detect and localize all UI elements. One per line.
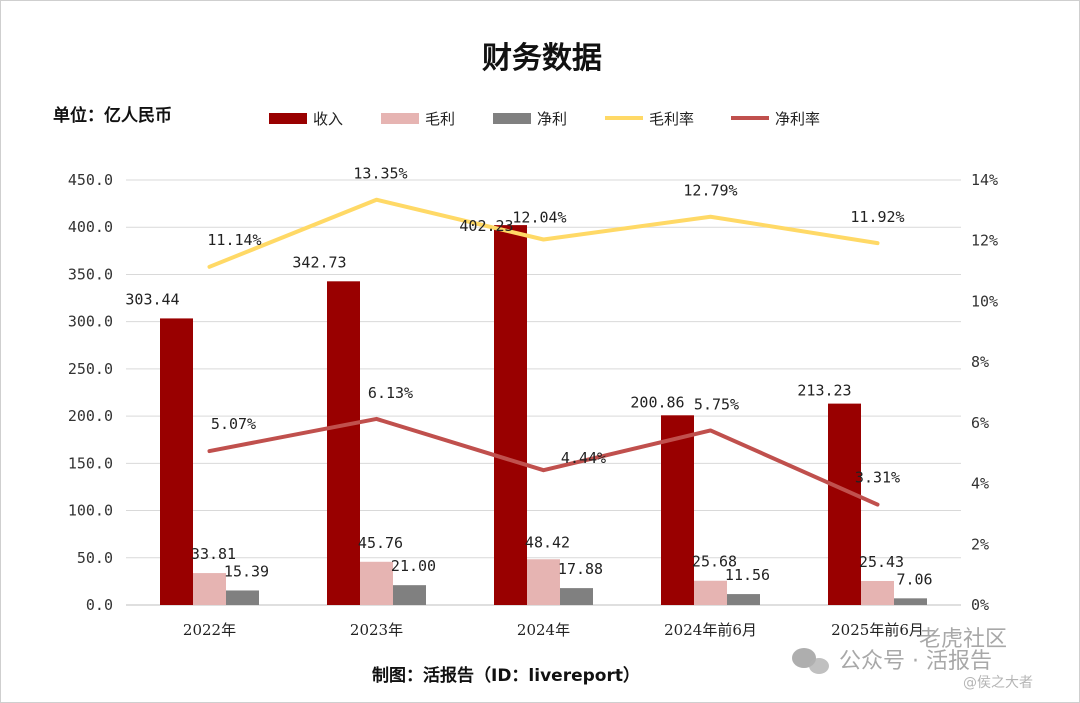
revenue-bar xyxy=(828,403,861,605)
gross-profit-bar-label: 25.68 xyxy=(692,553,737,571)
unit-label: 单位：亿人民币 xyxy=(53,105,172,126)
y2-tick-label: 14% xyxy=(971,171,998,189)
revenue-bar xyxy=(494,225,527,606)
chart-credit: 制图：活报告（ID：livereport） xyxy=(372,665,640,686)
legend-item: 净利 xyxy=(493,110,567,128)
net-margin-line-label: 5.07% xyxy=(211,415,256,433)
gross-profit-bar-label: 33.81 xyxy=(191,545,236,563)
y-tick-label: 0.0 xyxy=(86,596,113,614)
y2-tick-label: 2% xyxy=(971,535,989,553)
revenue-bar-label: 200.86 xyxy=(630,393,684,411)
wechat-icon xyxy=(792,648,829,674)
bar-series-group xyxy=(160,225,927,606)
gridlines xyxy=(126,179,961,606)
net-profit-bar-label: 7.06 xyxy=(896,570,932,588)
net-margin-line-label: 6.13% xyxy=(368,384,413,402)
line-series-group xyxy=(207,197,880,507)
legend-swatch xyxy=(381,113,419,124)
legend-label: 毛利率 xyxy=(649,110,694,128)
net-profit-bar-label: 11.56 xyxy=(725,566,770,584)
y2-tick-label: 12% xyxy=(971,232,998,250)
watermark-line1: 老虎社区 xyxy=(919,627,1007,652)
gross-profit-bar xyxy=(694,580,727,605)
net-margin-line xyxy=(207,416,880,507)
y-tick-label: 150.0 xyxy=(68,454,113,472)
watermark-line2: 公众号 · 活报告 xyxy=(839,649,992,674)
x-category-label: 2025年前6月 xyxy=(831,621,924,639)
net-margin-line-label: 5.75% xyxy=(694,395,739,413)
y-axis-right: 0% 2% 4% 6% 8% 10% 12% 14% xyxy=(971,171,998,614)
revenue-bar xyxy=(160,318,193,605)
net-margin-line-label: 4.44% xyxy=(561,449,606,467)
gross-margin-line-label: 13.35% xyxy=(353,165,407,183)
data-labels: 303.44 342.73 402.23 200.86 213.23 33.81 45.76… xyxy=(125,165,932,589)
x-category-label: 2024年 xyxy=(517,621,570,639)
revenue-bar-label: 213.23 xyxy=(797,382,851,400)
revenue-bar-label: 303.44 xyxy=(125,290,179,308)
legend-item: 净利率 xyxy=(731,110,820,128)
revenue-bar-label: 342.73 xyxy=(292,253,346,271)
watermark: 老虎社区 公众号 · 活报告 @侯之大者 xyxy=(792,627,1033,691)
x-category-label: 2024年前6月 xyxy=(664,621,757,639)
y2-tick-label: 4% xyxy=(971,475,989,493)
legend-label: 收入 xyxy=(313,110,343,128)
y2-tick-label: 8% xyxy=(971,353,989,371)
revenue-bar-label: 402.23 xyxy=(459,217,513,235)
net-profit-bar xyxy=(727,594,760,605)
gross-margin-line-label: 12.79% xyxy=(683,182,737,200)
net-profit-bar xyxy=(560,588,593,605)
y-tick-label: 400.0 xyxy=(68,218,113,236)
y-tick-label: 300.0 xyxy=(68,313,113,331)
net-profit-bar-label: 17.88 xyxy=(558,560,603,578)
legend-label: 毛利 xyxy=(425,110,455,128)
legend-swatch xyxy=(269,113,307,124)
net-profit-bar xyxy=(226,590,259,605)
x-axis: 2022年 2023年 2024年 2024年前6月 2025年前6月 xyxy=(183,621,924,639)
gross-margin-line-label: 11.92% xyxy=(850,208,904,226)
gross-margin-line-label: 11.14% xyxy=(207,231,261,249)
gross-profit-bar-label: 25.43 xyxy=(859,553,904,571)
legend-item: 毛利率 xyxy=(605,110,694,128)
y-tick-label: 50.0 xyxy=(77,549,113,567)
legend-label: 净利 xyxy=(537,110,567,128)
gross-profit-bar xyxy=(360,561,393,605)
gross-profit-bar-label: 48.42 xyxy=(525,533,570,551)
chart-title: 财务数据 xyxy=(482,41,602,76)
y2-tick-label: 0% xyxy=(971,596,989,614)
net-profit-bar xyxy=(393,585,426,605)
legend-swatch xyxy=(493,113,531,124)
gross-margin-line xyxy=(207,197,880,269)
revenue-bar xyxy=(661,415,694,605)
y-tick-label: 100.0 xyxy=(68,502,113,520)
revenue-bar xyxy=(327,281,360,605)
legend: 收入 毛利 净利 毛利率 净利率 xyxy=(269,110,820,128)
y-tick-label: 200.0 xyxy=(68,407,113,425)
gross-margin-line-label: 12.04% xyxy=(512,209,566,227)
y-tick-label: 250.0 xyxy=(68,360,113,378)
legend-item: 毛利 xyxy=(381,110,455,128)
net-profit-bar-label: 15.39 xyxy=(224,562,269,580)
legend-item: 收入 xyxy=(269,110,343,128)
x-category-label: 2022年 xyxy=(183,621,236,639)
net-profit-bar-label: 21.00 xyxy=(391,557,436,575)
watermark-line3: @侯之大者 xyxy=(963,675,1033,691)
y2-tick-label: 6% xyxy=(971,414,989,432)
y2-tick-label: 10% xyxy=(971,292,998,310)
y-tick-label: 450.0 xyxy=(68,171,113,189)
gross-profit-bar xyxy=(527,559,560,605)
x-category-label: 2023年 xyxy=(350,621,403,639)
gross-profit-bar xyxy=(861,580,894,605)
net-profit-bar xyxy=(894,598,927,605)
net-margin-line-label: 3.31% xyxy=(855,469,900,487)
y-axis-left: 0.0 50.0 100.0 150.0 200.0 250.0 300.0 350.0 400… xyxy=(68,171,113,614)
gross-profit-bar-label: 45.76 xyxy=(358,534,403,552)
legend-label: 净利率 xyxy=(775,110,820,128)
y-tick-label: 350.0 xyxy=(68,265,113,283)
gross-profit-bar xyxy=(193,573,226,605)
